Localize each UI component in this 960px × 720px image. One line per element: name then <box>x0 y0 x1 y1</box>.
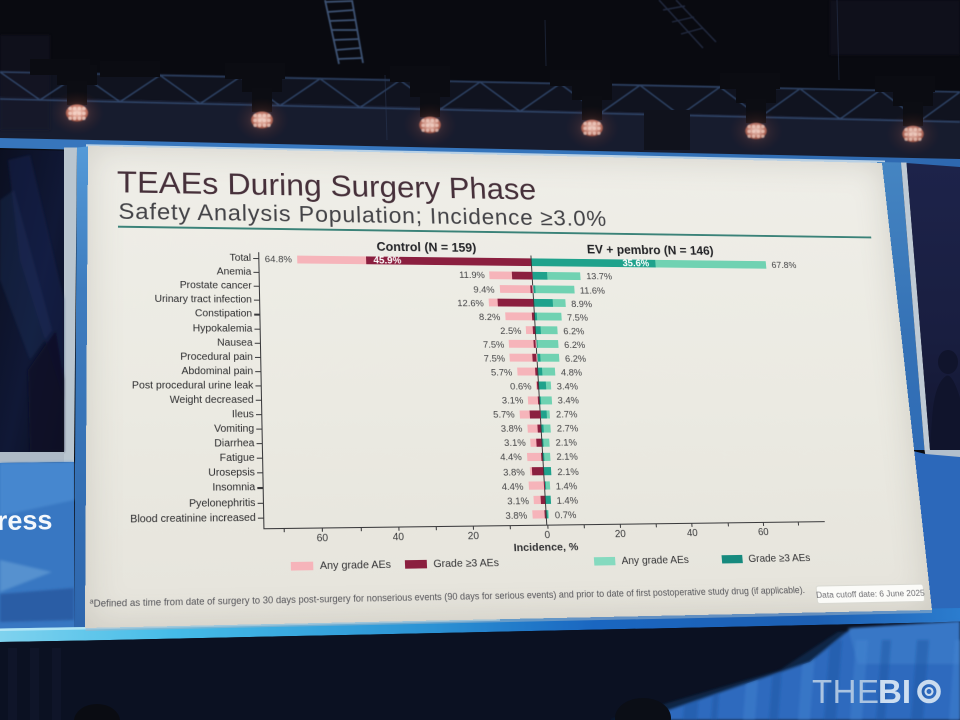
svg-text:BI: BI <box>878 673 911 710</box>
svg-text:ress: ress <box>0 505 53 536</box>
svg-text:THE: THE <box>812 673 880 710</box>
